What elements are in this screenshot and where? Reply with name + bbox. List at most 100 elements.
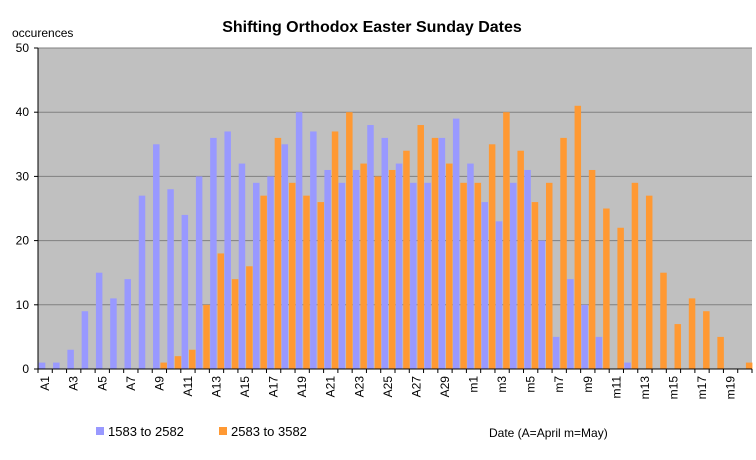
bar-series-2-A9 xyxy=(160,362,167,369)
bar-series-2-m20 xyxy=(745,362,753,369)
bar-series-2-m14 xyxy=(660,272,667,369)
bar-series-2-A23 xyxy=(360,163,367,369)
bar-series-1-A8 xyxy=(138,195,146,369)
bar-series-1-A16 xyxy=(253,182,260,369)
bar-series-2-m18 xyxy=(717,336,724,369)
bar-series-2-m1 xyxy=(474,182,482,369)
x-tick-label-m9: m9 xyxy=(581,376,595,393)
bar-series-2-A18 xyxy=(288,182,296,369)
legend-swatch-series-2 xyxy=(219,427,227,435)
y-tick-label-20: 20 xyxy=(16,234,30,248)
bar-series-2-m12 xyxy=(631,182,639,369)
bar-series-1-A2 xyxy=(53,362,60,369)
bar-series-1-A29 xyxy=(438,137,446,369)
x-tick-label-A1: A1 xyxy=(38,376,52,391)
bar-series-2-A17 xyxy=(274,137,282,369)
bar-series-1-A3 xyxy=(67,349,74,369)
x-tick-label-m13: m13 xyxy=(638,376,652,400)
bar-series-1-A26 xyxy=(395,163,403,369)
bar-series-2-m5 xyxy=(531,202,539,369)
bar-series-2-m11 xyxy=(617,227,624,369)
bar-series-2-m16 xyxy=(688,298,696,369)
bar-series-1-m12 xyxy=(624,362,631,369)
bar-series-1-A27 xyxy=(410,182,417,369)
x-tick-label-m17: m17 xyxy=(695,376,709,400)
bar-series-1-A19 xyxy=(295,112,303,369)
bar-series-1-A21 xyxy=(324,169,331,369)
x-tick-label-A29: A29 xyxy=(438,376,452,398)
x-tick-label-A19: A19 xyxy=(295,376,309,398)
bar-series-1-m4 xyxy=(510,182,517,369)
bar-series-1-A9 xyxy=(153,144,160,369)
y-tick-labels: 0 10 20 30 40 50 xyxy=(16,41,30,376)
bar-series-2-m4 xyxy=(517,150,524,369)
axes xyxy=(34,47,753,373)
x-tick-label-A21: A21 xyxy=(324,376,338,398)
bar-series-2-m6 xyxy=(546,182,553,369)
bar-series-2-A20 xyxy=(317,202,325,369)
x-tick-label-m15: m15 xyxy=(666,376,680,400)
bar-series-1-m1 xyxy=(467,163,474,369)
bar-series-1-A22 xyxy=(338,182,346,369)
bar-series-2-A25 xyxy=(388,169,396,369)
bar-series-2-A16 xyxy=(260,195,267,369)
x-tick-label-m19: m19 xyxy=(724,376,738,400)
x-tick-label-A15: A15 xyxy=(238,376,252,398)
bar-series-1-m8 xyxy=(567,279,574,369)
bar-series-2-A12 xyxy=(203,304,210,369)
y-tick-label-10: 10 xyxy=(16,298,30,312)
bar-series-1-A1 xyxy=(38,362,46,369)
y-tick-label-30: 30 xyxy=(16,169,30,183)
bar-series-1-A14 xyxy=(224,131,231,369)
legend-label-series-1: 1583 to 2582 xyxy=(108,424,184,439)
bar-series-1-m6 xyxy=(538,240,546,369)
bar-series-2-m3 xyxy=(503,112,510,369)
bar-series-2-m7 xyxy=(560,137,567,369)
bar-series-2-m17 xyxy=(703,311,710,369)
bar-series-2-A24 xyxy=(374,176,382,369)
x-axis-label: Date (A=April m=May) xyxy=(489,426,608,440)
x-tick-label-A27: A27 xyxy=(409,376,423,398)
legend: 1583 to 2582 2583 to 3582 xyxy=(96,424,307,439)
x-tick-label-A23: A23 xyxy=(352,376,366,398)
bar-series-2-A19 xyxy=(303,195,310,369)
x-tick-label-m5: m5 xyxy=(524,376,538,393)
bar-series-2-A21 xyxy=(331,131,339,369)
bar-series-1-A13 xyxy=(210,137,217,369)
x-tick-label-A11: A11 xyxy=(181,376,195,397)
bar-series-1-A10 xyxy=(167,189,174,369)
bar-series-2-A14 xyxy=(231,279,239,369)
bar-series-1-A30 xyxy=(452,118,460,370)
bar-series-1-A12 xyxy=(195,176,203,369)
x-tick-label-A25: A25 xyxy=(381,376,395,398)
bar-series-2-m13 xyxy=(645,195,653,369)
bar-series-1-A17 xyxy=(267,176,274,369)
bar-series-2-A27 xyxy=(417,125,424,369)
bar-series-2-A22 xyxy=(346,112,353,369)
bar-series-1-m7 xyxy=(552,336,560,369)
y-tick-label-40: 40 xyxy=(16,105,30,119)
bar-series-1-m10 xyxy=(595,336,603,369)
bar-series-1-A7 xyxy=(124,279,131,369)
x-tick-label-A3: A3 xyxy=(67,376,81,391)
bar-series-2-A29 xyxy=(446,163,453,369)
bar-series-2-A11 xyxy=(189,349,196,369)
bar-series-2-A10 xyxy=(174,356,182,369)
x-tick-label-m1: m1 xyxy=(467,376,481,393)
bar-series-1-A18 xyxy=(281,144,289,369)
x-tick-label-A7: A7 xyxy=(124,376,138,391)
x-tick-label-A17: A17 xyxy=(267,376,281,398)
bar-series-2-m10 xyxy=(603,208,610,369)
bar-series-1-A6 xyxy=(110,298,117,369)
bar-series-1-A5 xyxy=(95,272,103,369)
bar-series-2-A30 xyxy=(460,182,467,369)
bar-series-1-m9 xyxy=(581,304,588,369)
x-tick-label-m7: m7 xyxy=(552,376,566,393)
bar-series-2-m15 xyxy=(674,324,682,369)
chart-title: Shifting Orthodox Easter Sunday Dates xyxy=(222,19,522,36)
x-tick-label-A9: A9 xyxy=(152,376,166,391)
bar-series-1-m2 xyxy=(481,202,488,369)
bar-series-1-A23 xyxy=(352,169,360,369)
